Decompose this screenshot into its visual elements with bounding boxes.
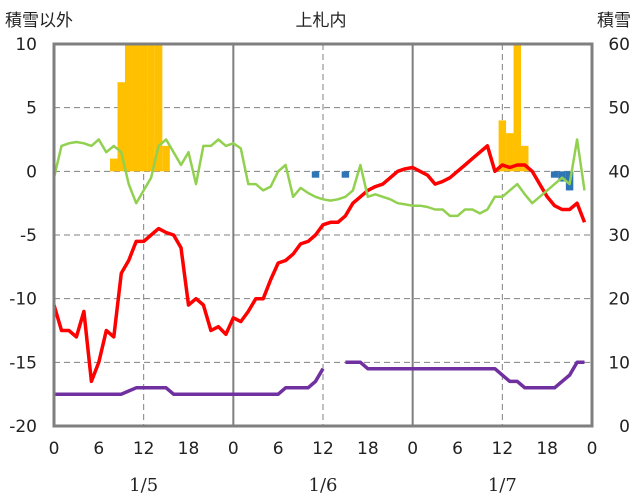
hour-tick-label: 6 xyxy=(452,439,463,459)
orange-bar xyxy=(154,44,163,172)
blue-bar xyxy=(558,171,566,182)
hour-tick-label: 12 xyxy=(312,439,334,459)
hour-tick-label: 18 xyxy=(178,439,200,459)
orange-bar xyxy=(498,120,507,172)
blue-bar xyxy=(341,171,350,178)
orange-bar xyxy=(139,44,148,172)
purple-series-line xyxy=(54,360,585,396)
hour-tick-label: 0 xyxy=(587,439,598,459)
hour-tick-label: 12 xyxy=(492,439,514,459)
right-tick-label: 40 xyxy=(608,162,630,182)
hour-tick-label: 18 xyxy=(357,439,379,459)
orange-bar xyxy=(110,158,118,172)
right-tick-label: 60 xyxy=(608,35,630,55)
hour-tick-label: 6 xyxy=(273,439,284,459)
hour-tick-label: 0 xyxy=(49,439,60,459)
date-label: 1/7 xyxy=(488,475,517,496)
chart-title: 上札内 xyxy=(296,11,347,31)
red-series-line xyxy=(52,144,587,384)
hour-tick-label: 18 xyxy=(536,439,558,459)
left-tick-label: 5 xyxy=(26,99,37,119)
orange-bar xyxy=(147,44,155,172)
orange-bar xyxy=(506,133,514,172)
right-tick-label: 0 xyxy=(619,417,630,437)
left-tick-label: -20 xyxy=(9,417,37,437)
series-lines xyxy=(52,138,587,396)
date-label: 1/6 xyxy=(309,475,338,496)
orange-bar xyxy=(117,82,125,172)
orange-bar xyxy=(162,145,170,172)
right-axis-label: 積雪 xyxy=(597,11,631,31)
hour-tick-label: 0 xyxy=(228,439,239,459)
date-label: 1/5 xyxy=(129,475,158,496)
right-tick-label: 30 xyxy=(608,226,630,246)
left-tick-label: 0 xyxy=(26,162,37,182)
left-tick-label: 10 xyxy=(15,35,37,55)
blue-bar xyxy=(311,171,320,178)
left-tick-label: -15 xyxy=(9,353,37,373)
blue-bar xyxy=(550,171,559,178)
green-series-line xyxy=(52,138,586,218)
hour-tick-label: 12 xyxy=(133,439,155,459)
left-tick-label: -10 xyxy=(9,290,37,310)
left-axis-label: 積雪以外 xyxy=(5,11,73,31)
hour-tick-label: 6 xyxy=(93,439,104,459)
left-tick-label: -5 xyxy=(20,226,37,246)
orange-bar xyxy=(124,44,133,172)
orange-bar xyxy=(513,44,522,172)
right-tick-label: 20 xyxy=(608,290,630,310)
orange-bar xyxy=(521,145,529,172)
plot-frame xyxy=(52,42,594,428)
hour-tick-label: 0 xyxy=(407,439,418,459)
orange-bar xyxy=(132,44,140,172)
right-tick-label: 10 xyxy=(608,353,630,373)
right-tick-label: 50 xyxy=(608,99,630,119)
